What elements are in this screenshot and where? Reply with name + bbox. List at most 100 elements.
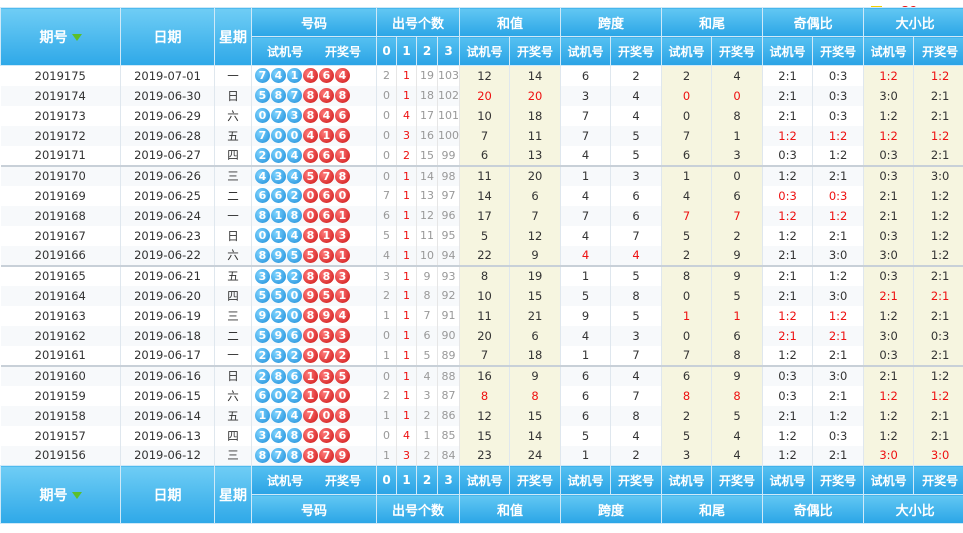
draw-ball: 9 xyxy=(303,347,318,363)
draw-ball: 1 xyxy=(303,388,318,403)
bs-draw-cell: 2:1 xyxy=(913,105,963,126)
period-cell: 2019160 xyxy=(0,365,121,386)
sum-trial-cell: 8 xyxy=(459,265,511,286)
trial-ball: 6 xyxy=(287,368,302,384)
sum-trial-cell: 23 xyxy=(459,445,511,466)
oe-draw-cell: 3:0 xyxy=(812,245,865,267)
tail-trial-cell: 3 xyxy=(661,445,713,466)
bs-draw-cell: 2:1 xyxy=(913,285,963,306)
period-cell: 2019173 xyxy=(0,105,121,126)
count-cell: 0 xyxy=(376,325,397,346)
trial-ball: 6 xyxy=(287,328,302,343)
date-cell: 2019-07-01 xyxy=(120,65,215,86)
draw-ball: 8 xyxy=(335,408,350,423)
trial-ball: 5 xyxy=(271,288,286,303)
span-trial-cell: 4 xyxy=(560,145,612,167)
count-cell: 102 xyxy=(437,85,461,106)
trial-ball: 8 xyxy=(271,368,286,384)
trial-ball: 0 xyxy=(287,288,302,303)
oe-draw-cell: 1:2 xyxy=(812,305,865,326)
trial-ball: 9 xyxy=(255,308,270,323)
span-draw-cell: 5 xyxy=(610,145,663,167)
count-cell: 90 xyxy=(437,325,461,346)
oe-draw-cell: 0:3 xyxy=(812,65,865,86)
sum-trial-cell: 14 xyxy=(459,185,511,206)
draw-ball: 8 xyxy=(303,88,318,103)
count-cell: 2 xyxy=(396,145,417,167)
date-cell: 2019-06-22 xyxy=(120,245,215,267)
span-draw-cell: 8 xyxy=(610,285,663,306)
trial-ball: 1 xyxy=(287,68,302,84)
odd-even-draw-header: 开奖号 xyxy=(812,36,865,66)
trial-ball: 3 xyxy=(255,268,270,284)
count-cell: 1 xyxy=(396,285,417,306)
trial-ball: 0 xyxy=(287,308,302,323)
span-trial-cell: 5 xyxy=(560,425,612,446)
col-period-header[interactable]: 期号 xyxy=(0,7,121,66)
count-cell: 87 xyxy=(437,385,461,406)
table-row: 2019159 2019-06-15 六 6 0 2 1 7 0 2 1 3 87 8 8 6 7 8 8 0:3 2:… xyxy=(0,385,963,406)
count-cell: 1 xyxy=(396,65,417,86)
draw-ball: 8 xyxy=(335,88,350,103)
count-cell: 2 xyxy=(376,285,397,306)
oe-trial-cell: 2:1 xyxy=(762,65,814,86)
count-col-2: 2 xyxy=(416,36,438,66)
lottery-trend-table: 期号 日期 星期 号码 出号个数 和值 跨度 和尾 奇偶比 大小比 试机号 开奖号… xyxy=(0,7,963,524)
span-draw-cell: 4 xyxy=(610,245,663,267)
bs-draw-cell: 1:2 xyxy=(913,65,963,86)
count-cell: 1 xyxy=(376,305,397,326)
oe-draw-cell: 2:1 xyxy=(812,325,865,346)
draw-ball: 8 xyxy=(303,228,318,243)
trial-ball: 5 xyxy=(255,328,270,343)
oe-draw-cell: 2:1 xyxy=(812,445,865,466)
trial-ball: 7 xyxy=(271,447,286,463)
col-weekday-header: 星期 xyxy=(214,7,252,66)
bs-draw-cell: 2:1 xyxy=(913,405,963,426)
table-row: 2019157 2019-06-13 四 3 4 8 6 2 6 0 4 1 85 15 14 5 4 5 4 1:2… xyxy=(0,425,963,446)
sort-down-icon[interactable] xyxy=(71,34,82,41)
bs-trial-cell: 3:0 xyxy=(863,85,915,106)
span-trial-cell: 9 xyxy=(560,305,612,326)
trial-ball: 0 xyxy=(271,147,286,163)
count-cell: 1 xyxy=(396,345,417,367)
count-cell: 99 xyxy=(437,145,461,167)
count-cell: 7 xyxy=(416,305,438,326)
date-cell: 2019-06-13 xyxy=(120,425,215,446)
table-row: 2019164 2019-06-20 四 5 5 0 9 5 1 2 1 8 92 10 15 5 8 0 5 2:1… xyxy=(0,285,963,306)
draw-ball: 5 xyxy=(335,368,350,384)
trial-ball: 7 xyxy=(271,408,286,423)
tail-trial-cell: 2 xyxy=(661,405,713,426)
table-row: 2019173 2019-06-29 六 0 7 3 8 4 6 0 4 17 101 10 18 7 4 0 8 2… xyxy=(0,105,963,126)
span-draw-cell: 7 xyxy=(610,225,663,246)
count-cell: 0 xyxy=(376,365,397,386)
span-trial-cell: 4 xyxy=(560,245,612,267)
sum-trial-cell: 11 xyxy=(459,165,511,186)
sum-trial-cell: 6 xyxy=(459,145,511,167)
table-row: 2019160 2019-06-16 日 2 8 6 1 3 5 0 1 4 88 16 9 6 4 6 9 0:3 3… xyxy=(0,365,963,386)
span-draw-cell: 5 xyxy=(610,305,663,326)
trial-ball: 8 xyxy=(271,88,286,103)
draw-ball: 8 xyxy=(319,268,334,284)
span-trial-cell: 4 xyxy=(560,185,612,206)
foot-period-header[interactable]: 期号 xyxy=(0,465,121,524)
span-draw-cell: 8 xyxy=(610,405,663,426)
date-cell: 2019-06-18 xyxy=(120,325,215,346)
foot-odd-even-header: 奇偶比 xyxy=(762,494,865,524)
sort-down-icon[interactable] xyxy=(71,492,82,499)
span-draw-cell: 6 xyxy=(610,185,663,206)
bs-draw-cell: 2:1 xyxy=(913,85,963,106)
trial-ball: 3 xyxy=(271,268,286,284)
bs-trial-cell: 1:2 xyxy=(863,305,915,326)
trial-ball: 8 xyxy=(255,247,270,263)
bs-draw-cell: 1:2 xyxy=(913,245,963,267)
span-trial-cell: 7 xyxy=(560,105,612,126)
draw-ball: 9 xyxy=(319,308,334,323)
weekday-cell: 五 xyxy=(214,405,252,426)
draw-ball: 1 xyxy=(335,208,350,223)
sum-draw-cell: 18 xyxy=(509,345,562,367)
